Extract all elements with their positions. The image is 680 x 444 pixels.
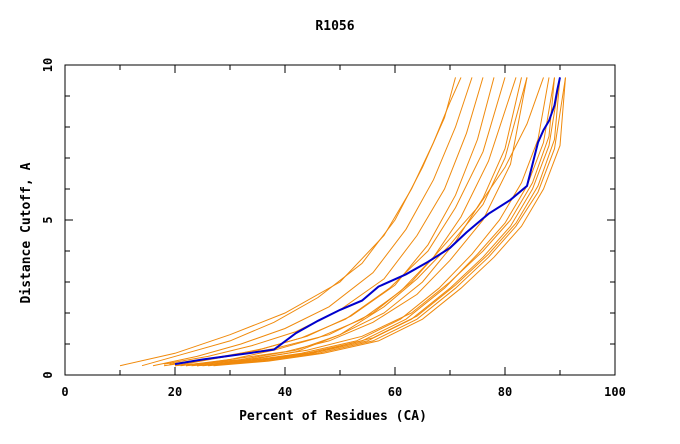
- other-series-line: [191, 77, 550, 367]
- x-tick-label: 20: [168, 385, 182, 399]
- other-series-line: [174, 77, 522, 367]
- y-tick-label: 0: [41, 371, 55, 378]
- other-series-line: [207, 77, 566, 367]
- y-tick-label: 10: [41, 58, 55, 72]
- chart-title: R1056: [315, 19, 354, 34]
- other-series-line: [141, 77, 456, 367]
- other-series-line: [152, 77, 473, 367]
- x-axis-label: Percent of Residues (CA): [239, 409, 427, 424]
- other-series-line: [185, 77, 528, 367]
- other-series-line: [163, 77, 484, 365]
- other-series-line: [163, 77, 544, 367]
- x-tick-label: 100: [604, 385, 626, 399]
- other-series-line: [202, 77, 561, 367]
- y-axis-ticks: 0 5 10: [41, 58, 615, 379]
- other-series-line: [119, 77, 462, 367]
- other-series-line: [196, 77, 528, 367]
- other-series-line: [196, 77, 561, 367]
- y-tick-label: 5: [41, 216, 55, 223]
- highlight-series-line: [174, 77, 561, 366]
- x-tick-label: 40: [278, 385, 292, 399]
- other-series-line: [180, 77, 517, 367]
- other-series-line: [196, 77, 555, 367]
- x-tick-label: 80: [498, 385, 512, 399]
- other-series-line: [169, 77, 506, 365]
- other-series-line: [213, 77, 566, 367]
- x-tick-label: 0: [61, 385, 68, 399]
- other-series-group: [119, 77, 566, 367]
- other-series-line: [185, 77, 555, 367]
- highlight-series-group: [174, 77, 561, 366]
- x-tick-label: 60: [388, 385, 402, 399]
- y-axis-label: Distance Cutoff, A: [19, 162, 34, 303]
- x-axis-ticks: 0 20 40 60 80 100: [61, 65, 626, 399]
